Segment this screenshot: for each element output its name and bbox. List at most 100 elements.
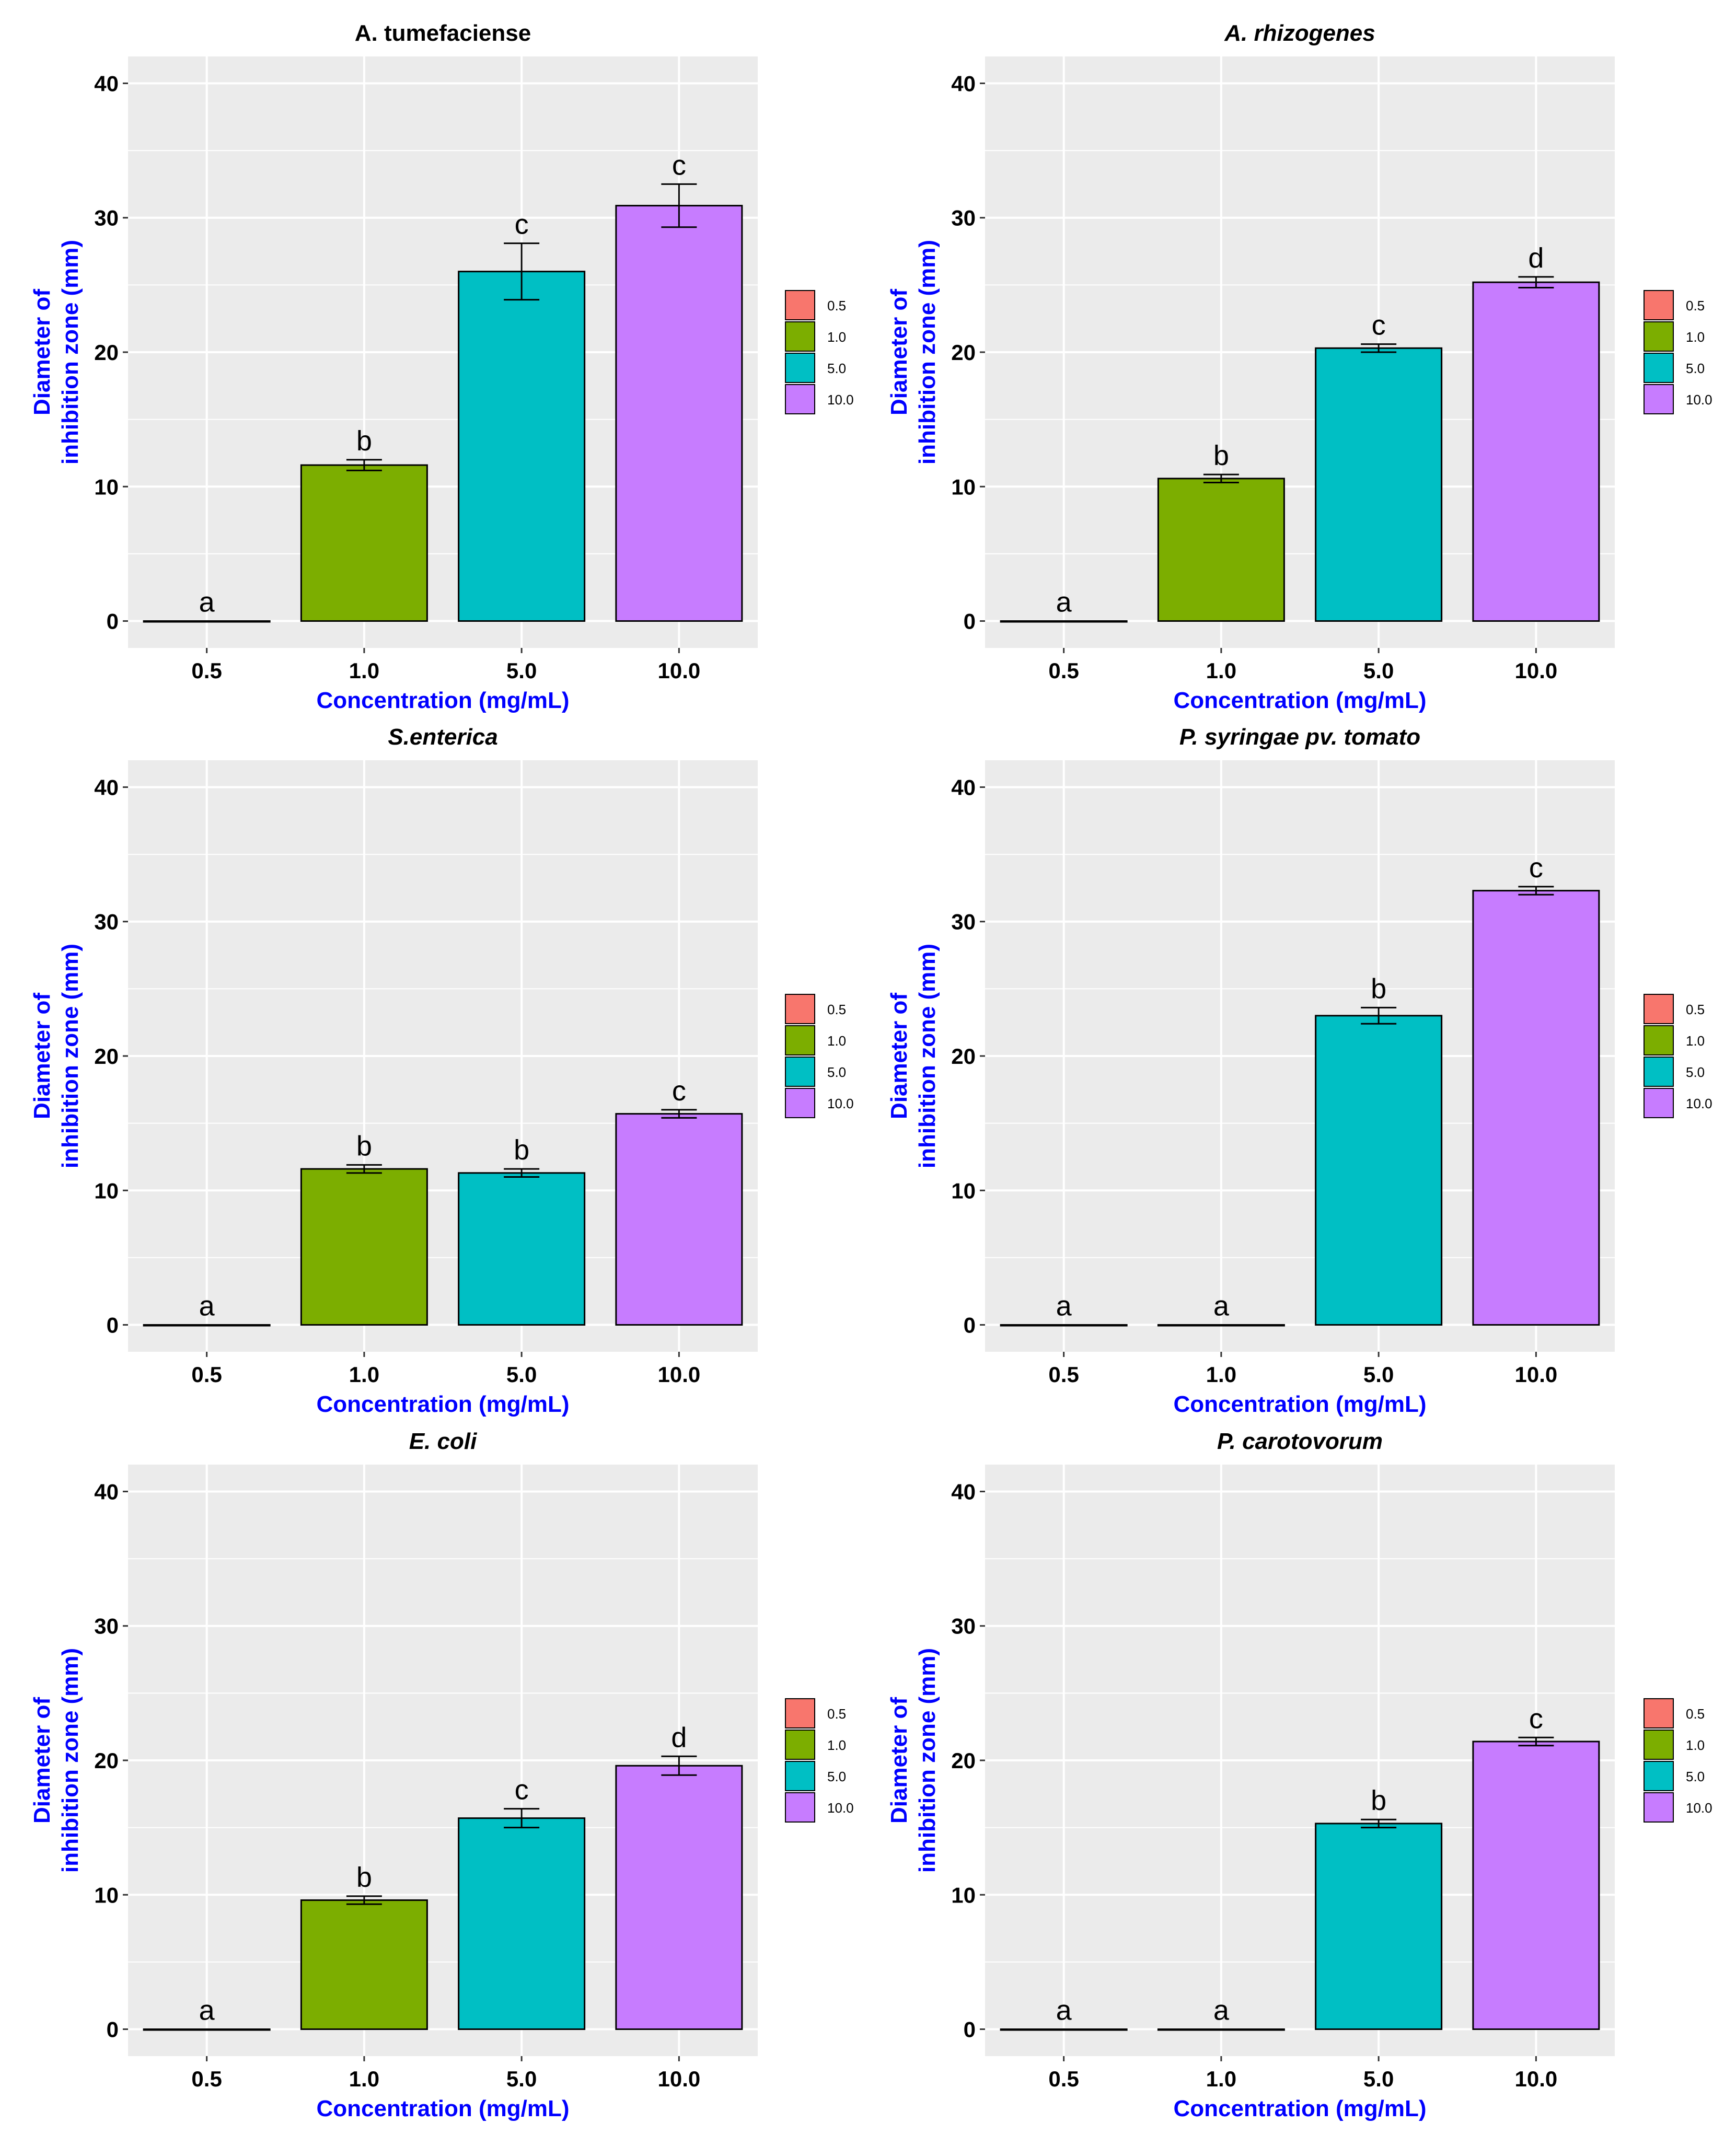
chart-title: P. carotovorum [1217,1429,1383,1454]
legend-key [785,290,815,320]
legend-label: 1.0 [827,1737,846,1753]
legend-key [785,1057,815,1087]
bar [458,1817,586,2030]
y-axis-label-line: inhibition zone (mm) [57,944,83,1168]
chart-panel: 0 10 20 30 40 a 0.5 a 1.0 b 5.0 c 10.0 P. syringae pv… [886,724,1712,1417]
legend-key [785,321,815,352]
bar [1000,620,1128,623]
y-tick-label: 0 [964,2017,976,2042]
x-tick-label: 10.0 [1515,2067,1558,2091]
significance-letter: b [1213,440,1229,471]
y-axis-label: Diameter of inhibition zone (mm) [29,944,83,1168]
legend-label: 1.0 [827,329,846,345]
y-tick-label: 20 [951,1044,976,1069]
legend-label: 10.0 [827,392,854,408]
y-tick-label: 30 [94,910,119,934]
bar [143,2028,271,2031]
x-tick-label: 10.0 [658,1362,701,1387]
y-tick-label: 0 [964,1313,976,1338]
x-tick-label: 0.5 [191,2067,222,2091]
y-axis-label-line: inhibition zone (mm) [915,240,940,465]
y-axis-label-line: inhibition zone (mm) [915,944,940,1168]
x-axis-label: Concentration (mg/mL) [1174,2096,1427,2121]
bar [1315,1823,1443,2030]
significance-letter: a [1056,1995,1072,2026]
legend-key [785,1792,815,1823]
y-axis-label: Diameter of inhibition zone (mm) [886,240,940,465]
legend-key [785,1088,815,1118]
significance-letter: c [1529,852,1543,884]
x-tick-label: 10.0 [658,658,701,683]
significance-letter: b [356,425,372,457]
significance-letter: a [1213,1995,1230,2026]
significance-letter: c [515,1774,529,1806]
legend-label: 5.0 [827,1769,846,1784]
y-axis-label-line: Diameter of [886,289,912,415]
bar [615,1113,743,1326]
significance-letter: d [1528,242,1544,274]
significance-letter: b [1371,973,1386,1004]
x-tick-label: 5.0 [1363,658,1394,683]
bar [143,1324,271,1327]
x-tick-label: 10.0 [1515,658,1558,683]
significance-letter: a [199,587,215,618]
y-tick-label: 40 [951,71,976,96]
bar [458,271,586,622]
legend-key [1644,1088,1674,1118]
legend-key [785,994,815,1024]
legend-key [1644,384,1674,414]
significance-letter: a [1056,1291,1072,1322]
x-tick-label: 1.0 [349,2067,379,2091]
legend-label: 1.0 [1686,329,1705,345]
legend-label: 5.0 [827,361,846,376]
significance-letter: b [356,1130,372,1162]
significance-letter: c [672,149,686,181]
x-axis-label: Concentration (mg/mL) [317,688,570,713]
legend: 0.5 1.0 5.0 10.0 [1644,290,1712,414]
legend: 0.5 1.0 5.0 10.0 [785,1698,854,1823]
y-axis-label-line: Diameter of [29,1697,55,1824]
y-tick-label: 30 [94,206,119,230]
bar [615,1765,743,2030]
legend-label: 5.0 [827,1064,846,1080]
x-tick-label: 1.0 [349,658,379,683]
y-tick-label: 10 [951,1883,976,1907]
x-tick-label: 5.0 [506,2067,537,2091]
bar [615,205,743,622]
y-tick-label: 20 [94,340,119,365]
legend-key [785,1025,815,1055]
legend-label: 0.5 [1686,298,1705,314]
legend-label: 0.5 [827,298,846,314]
y-tick-label: 40 [94,71,119,96]
legend-key [785,353,815,383]
y-axis-label-line: Diameter of [886,993,912,1119]
legend-key [1644,1730,1674,1760]
legend: 0.5 1.0 5.0 10.0 [1644,1698,1712,1823]
y-tick-label: 20 [94,1748,119,1773]
chart-title: S.enterica [388,724,497,750]
significance-letter: a [199,1291,215,1322]
significance-letter: a [1056,587,1072,618]
x-axis-label: Concentration (mg/mL) [1174,1391,1427,1417]
legend-label: 5.0 [1686,1064,1705,1080]
significance-letter: b [514,1134,529,1166]
x-tick-label: 1.0 [1206,1362,1236,1387]
bar [1472,1741,1600,2030]
y-tick-label: 0 [964,609,976,634]
bar [1000,2028,1128,2031]
significance-letter: c [515,209,529,240]
legend-label: 10.0 [1686,392,1712,408]
y-axis-label-line: Diameter of [29,289,55,415]
legend-label: 1.0 [827,1033,846,1049]
legend-label: 0.5 [827,1002,846,1017]
y-tick-label: 40 [951,1479,976,1504]
legend-label: 1.0 [1686,1737,1705,1753]
legend-label: 1.0 [1686,1033,1705,1049]
significance-letter: c [672,1075,686,1107]
y-tick-label: 10 [94,1178,119,1203]
y-axis-label-line: Diameter of [886,1697,912,1824]
significance-letter: b [1371,1785,1386,1816]
y-tick-label: 0 [107,609,119,634]
legend-label: 0.5 [827,1706,846,1722]
